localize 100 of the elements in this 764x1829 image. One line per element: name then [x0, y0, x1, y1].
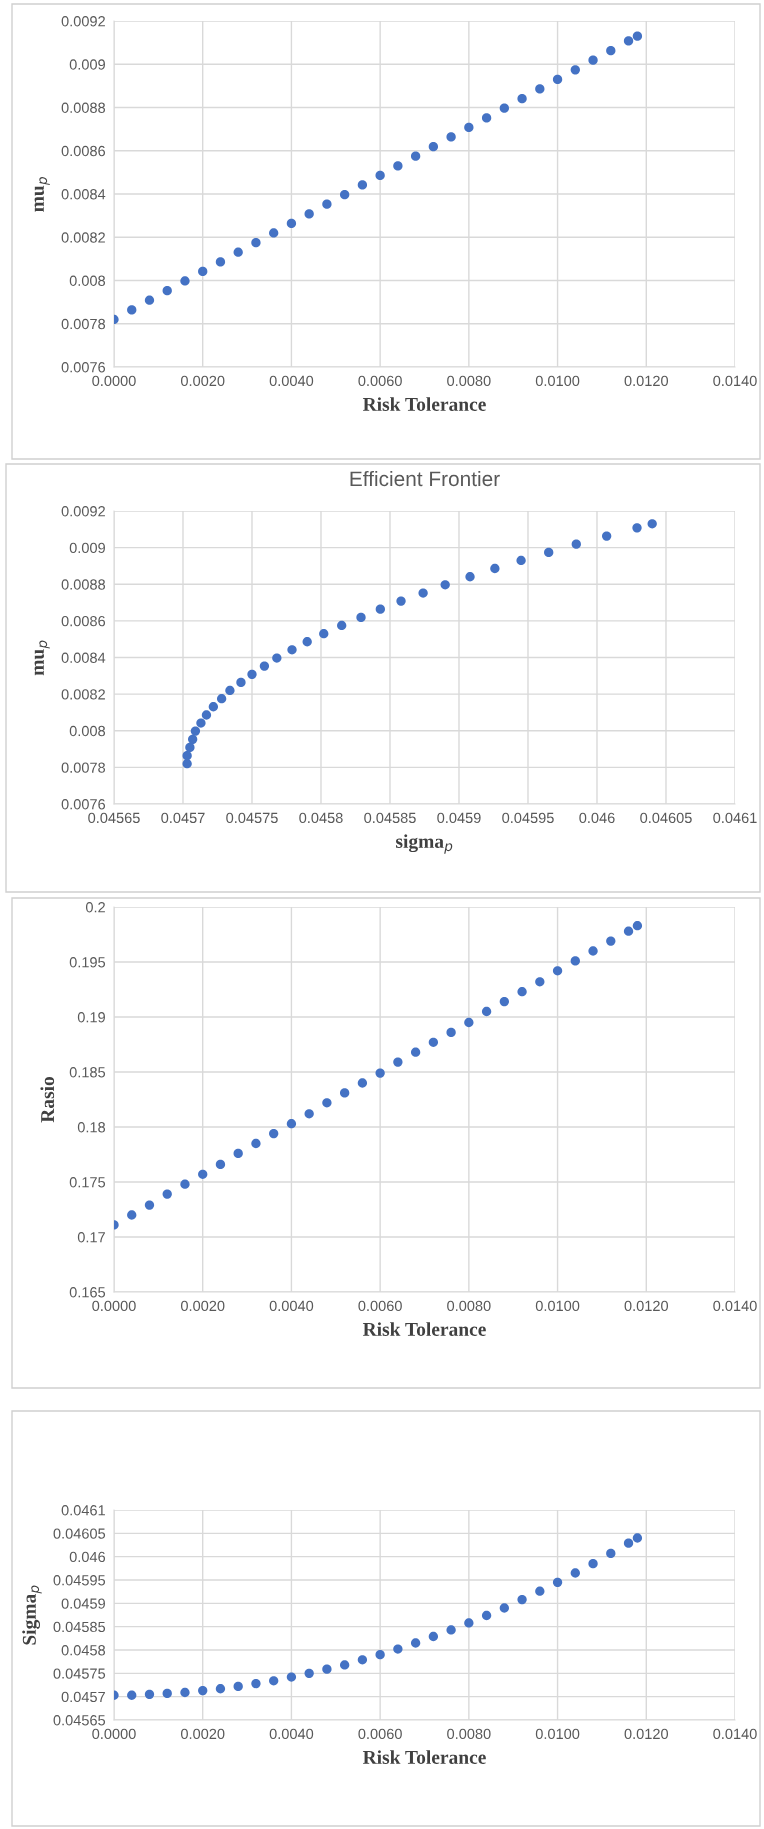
point — [588, 55, 598, 65]
y-tick-label: 0.009 — [69, 59, 105, 70]
x-tick-label: 0.04565 — [88, 812, 140, 824]
y-tick-label: 0.008 — [69, 275, 106, 286]
y-tick-label: 0.19 — [77, 1012, 105, 1023]
point — [375, 170, 385, 181]
y-tick-label: 0.04565 — [53, 1715, 106, 1726]
x-tick-label: 0.0020 — [180, 1300, 225, 1312]
x-tick-label: 0.04595 — [502, 812, 554, 824]
x-tick-label: 0.0458 — [299, 812, 343, 824]
x-tick-label: 0.0140 — [713, 1300, 757, 1312]
y-tick-label: 0.2 — [85, 902, 105, 913]
x-axis-title: Risk Tolerance — [362, 1750, 486, 1764]
y-tick-label: 0.0457 — [61, 1691, 105, 1703]
y-tick-label: 0.0086 — [61, 145, 106, 157]
y-tick-label: 0.009 — [69, 542, 105, 554]
point — [286, 218, 297, 229]
y-tick-label: 0.0078 — [61, 762, 106, 773]
point — [535, 977, 545, 987]
point — [464, 1618, 474, 1628]
point — [375, 1650, 385, 1660]
point — [428, 1037, 439, 1047]
point — [236, 677, 246, 688]
point — [570, 956, 580, 966]
y-tick-label: 0.04595 — [53, 1575, 106, 1586]
point — [446, 1625, 456, 1635]
x-tick-label: 0.0459 — [437, 812, 481, 824]
x-tick-label: 0.0020 — [180, 1728, 225, 1740]
x-tick-label: 0.0100 — [535, 1300, 580, 1312]
point — [340, 1088, 350, 1098]
point — [375, 604, 385, 614]
point — [201, 710, 212, 720]
point — [247, 669, 257, 680]
y-tick-label: 0.0459 — [61, 1598, 105, 1609]
point — [322, 199, 332, 209]
point — [215, 1684, 226, 1694]
point — [410, 151, 421, 161]
point — [215, 1159, 226, 1170]
point — [251, 1138, 261, 1149]
point — [144, 295, 155, 305]
point — [251, 1678, 261, 1689]
y-tick-label: 0.0088 — [61, 579, 106, 590]
point — [190, 726, 201, 736]
point — [446, 132, 456, 142]
y-tick-label: 0.04605 — [53, 1528, 106, 1539]
point — [535, 1586, 545, 1596]
point — [647, 519, 657, 529]
y-tick-label: 0.0084 — [61, 652, 106, 663]
point — [499, 1603, 509, 1613]
point — [269, 1128, 279, 1139]
point — [259, 661, 270, 671]
point — [185, 742, 195, 753]
x-tick-label: 0.0080 — [447, 1728, 491, 1740]
point — [623, 36, 634, 46]
y-tick-label: 0.0076 — [61, 362, 106, 373]
point — [396, 596, 406, 606]
point — [499, 996, 509, 1007]
y-tick-label: 0.0086 — [61, 615, 106, 627]
x-tick-label: 0.04585 — [364, 812, 416, 824]
point — [588, 946, 598, 956]
point — [302, 637, 312, 647]
x-tick-label: 0.0040 — [269, 1300, 314, 1312]
point — [517, 987, 527, 997]
x-tick-label: 0.0457 — [161, 812, 205, 824]
x-tick-label: 0.0120 — [624, 375, 669, 387]
point — [428, 141, 439, 152]
point — [356, 612, 366, 623]
x-tick-label: 0.046 — [579, 812, 615, 824]
x-tick-label: 0.0000 — [92, 375, 136, 387]
point — [215, 257, 226, 267]
point — [481, 1006, 492, 1017]
point — [570, 1568, 580, 1578]
x-tick-label: 0.0040 — [269, 1728, 314, 1740]
x-tick-label: 0.0080 — [447, 375, 491, 387]
point — [552, 1577, 563, 1587]
point — [393, 1644, 403, 1654]
point — [632, 1533, 643, 1543]
point — [272, 653, 282, 663]
point — [225, 685, 235, 696]
point — [198, 266, 208, 277]
point — [481, 113, 492, 123]
x-tick-label: 0.0140 — [713, 1728, 757, 1740]
point — [180, 276, 190, 286]
point — [375, 1068, 385, 1078]
y-tick-label: 0.008 — [69, 725, 106, 737]
y-axis-title: Sigma$_{p}$ — [22, 1585, 42, 1645]
point — [251, 238, 261, 248]
point — [188, 734, 198, 745]
point — [233, 1148, 243, 1159]
x-tick-label: 0.0080 — [447, 1300, 491, 1312]
chart-title: Efficient Frontier — [350, 470, 500, 487]
point — [304, 1668, 314, 1678]
y-tick-label: 0.0082 — [61, 232, 105, 243]
x-axis-title: Risk Tolerance — [362, 1322, 486, 1336]
point — [357, 1078, 368, 1088]
point — [464, 122, 474, 133]
point — [198, 1685, 208, 1696]
point — [552, 966, 563, 976]
y-tick-label: 0.0092 — [61, 506, 105, 517]
point — [127, 305, 137, 315]
